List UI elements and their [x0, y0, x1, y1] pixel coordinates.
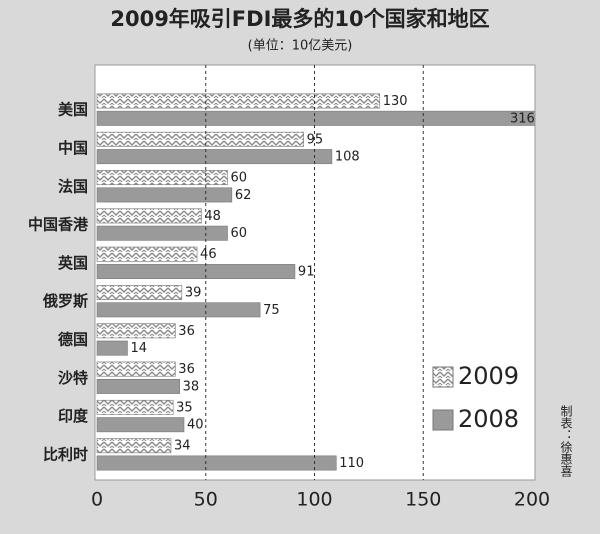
x-tick-label: 0	[91, 489, 103, 511]
y-tick-label: 法国	[58, 177, 88, 195]
value-label: 91	[298, 265, 315, 280]
bar	[96, 438, 172, 454]
value-label: 36	[178, 362, 195, 377]
bar	[96, 187, 233, 203]
legend-swatch	[432, 409, 454, 431]
annotation: 制表：徐惠喜	[559, 405, 573, 478]
bar	[96, 361, 176, 377]
legend-swatch	[432, 366, 454, 388]
chart-subtitle: (单位：10亿美元)	[248, 39, 353, 54]
x-tick-label: 200	[514, 489, 550, 511]
bar	[96, 455, 337, 471]
bar	[96, 417, 185, 433]
value-label: 34	[174, 439, 191, 454]
bar	[96, 208, 202, 224]
value-label: 48	[204, 209, 221, 224]
y-tick-label: 中国	[58, 139, 88, 157]
y-tick-label: 德国	[58, 330, 88, 348]
legend-label: 2009	[458, 362, 519, 390]
bar	[96, 149, 333, 165]
bar	[96, 264, 296, 279]
bar	[96, 225, 228, 241]
bar	[96, 399, 174, 415]
bar	[96, 131, 304, 147]
bar	[96, 110, 535, 126]
y-tick-label: 印度	[58, 407, 89, 425]
bar	[96, 302, 261, 318]
value-label: 95	[307, 132, 324, 147]
bar	[96, 340, 128, 356]
value-label: 38	[183, 379, 200, 394]
value-label: 46	[200, 247, 217, 262]
value-label: 35	[176, 400, 193, 415]
bars	[96, 93, 535, 471]
value-label: 40	[187, 418, 204, 433]
value-label: 130	[383, 94, 408, 109]
x-tick-label: 100	[296, 489, 332, 511]
y-tick-label: 俄罗斯	[42, 292, 88, 310]
value-label: 60	[231, 226, 248, 241]
bar	[96, 246, 198, 262]
value-label: 62	[235, 188, 252, 203]
value-label: 39	[185, 285, 202, 300]
y-tick-label: 英国	[58, 254, 88, 272]
value-label: 316	[510, 111, 535, 126]
value-label: 108	[335, 150, 360, 165]
bar	[96, 323, 176, 339]
x-tick-label: 50	[194, 489, 218, 511]
y-tick-label: 沙特	[58, 369, 88, 387]
value-label: 75	[263, 303, 280, 318]
value-label: 14	[130, 341, 147, 356]
legend-label: 2008	[458, 405, 519, 433]
value-label: 36	[178, 324, 195, 339]
bar	[96, 170, 228, 186]
bar	[96, 93, 381, 109]
bar	[96, 378, 180, 394]
bar	[96, 285, 183, 300]
y-tick-label: 美国	[58, 101, 88, 119]
value-label: 60	[231, 171, 248, 186]
chart-title: 2009年吸引FDI最多的10个国家和地区	[110, 7, 489, 31]
value-label: 110	[339, 456, 364, 471]
x-tick-label: 150	[405, 489, 441, 511]
y-tick-label: 中国香港	[28, 216, 89, 234]
y-tick-label: 比利时	[43, 445, 88, 463]
